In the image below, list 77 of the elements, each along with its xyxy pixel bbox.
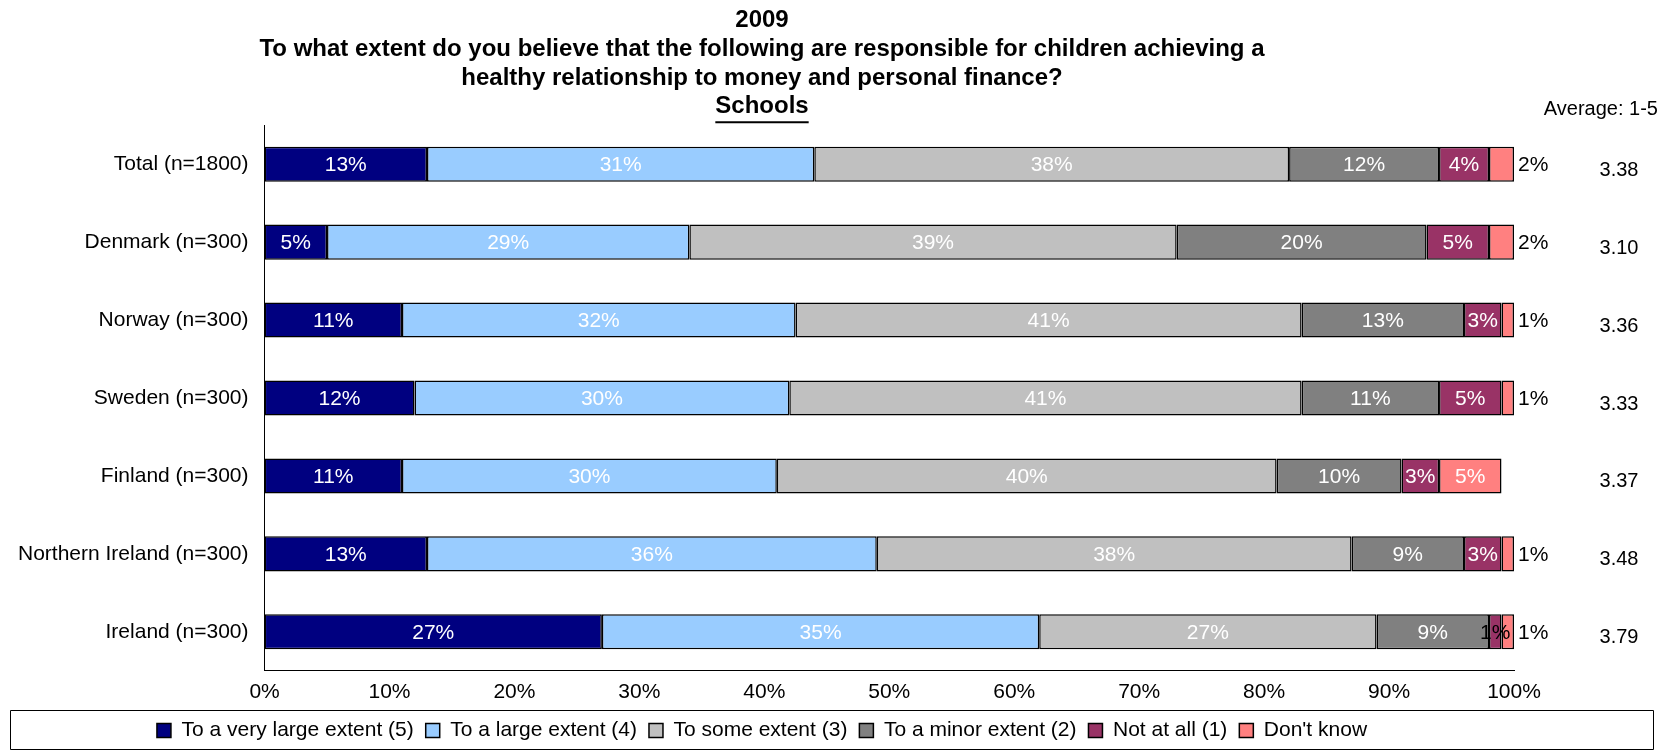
data-label: 13% — [324, 541, 367, 565]
data-label: 1% — [1518, 385, 1549, 409]
data-label: 10% — [1318, 463, 1361, 487]
data-label: 5% — [280, 229, 311, 253]
data-label: 39% — [911, 229, 955, 253]
data-label: 13% — [1361, 307, 1404, 331]
text: 3.33 — [1599, 391, 1639, 414]
data-label: 5% — [1455, 463, 1486, 487]
y-tick-label: Denmark (n=300) — [84, 228, 249, 252]
y-tick-label: Norway (n=300) — [98, 306, 249, 330]
data-label: 38% — [1093, 541, 1136, 565]
legend-label: To some extent (3) — [673, 717, 848, 741]
x-tick-label: 10% — [368, 679, 411, 703]
x-tick-label: 30% — [618, 679, 661, 703]
text: 3.37 — [1599, 469, 1639, 492]
data-label: 2% — [1518, 151, 1549, 175]
text: Average: 1-5 — [1543, 96, 1658, 119]
data-label: 32% — [577, 307, 620, 331]
data-label: 30% — [580, 385, 623, 409]
y-tick-label: Finland (n=300) — [100, 462, 249, 486]
data-label: 35% — [799, 619, 842, 643]
data-label: 3% — [1405, 463, 1436, 487]
legend-label: To a minor extent (2) — [883, 717, 1077, 741]
text: 3.10 — [1599, 235, 1639, 258]
data-label: 3% — [1467, 541, 1498, 565]
x-tick-label: 70% — [1118, 679, 1161, 703]
y-tick-label: Ireland (n=300) — [105, 618, 249, 642]
chart-subtitle: Schools — [715, 91, 809, 119]
legend-label: Not at all (1) — [1112, 717, 1228, 741]
legend-label: Don't know — [1263, 717, 1368, 741]
data-label: 11% — [1350, 385, 1391, 409]
y-tick-label: Total (n=1800) — [113, 150, 249, 174]
x-tick-label: 60% — [993, 679, 1036, 703]
x-tick-label: 100% — [1487, 679, 1541, 703]
data-label: 11% — [313, 463, 354, 487]
data-label: 1% — [1518, 619, 1549, 643]
legend-label: To a large extent (4) — [450, 717, 637, 741]
text: 2009 — [735, 5, 789, 33]
data-label: 31% — [599, 151, 642, 175]
data-label: 1% — [1518, 307, 1549, 331]
data-label: 41% — [1027, 307, 1070, 331]
data-label: 1% — [1518, 541, 1549, 565]
y-tick-label: Northern Ireland (n=300) — [17, 540, 249, 564]
text: 3.79 — [1599, 625, 1639, 648]
x-tick-label: 90% — [1368, 679, 1411, 703]
x-tick-label: 40% — [743, 679, 786, 703]
data-label: 20% — [1280, 229, 1323, 253]
data-label: 12% — [318, 385, 361, 409]
data-label: 3% — [1467, 307, 1498, 331]
data-label: 13% — [324, 151, 367, 175]
x-tick-label: 80% — [1243, 679, 1286, 703]
data-label: 11% — [313, 307, 354, 331]
data-label: 9% — [1392, 541, 1423, 565]
data-label: 40% — [1005, 463, 1048, 487]
data-label: 27% — [1186, 619, 1229, 643]
legend-label: To a very large extent (5) — [181, 717, 414, 741]
data-label: 41% — [1024, 385, 1067, 409]
text: 3.48 — [1599, 547, 1639, 570]
y-tick-label: Sweden (n=300) — [93, 384, 249, 408]
text: 3.36 — [1599, 313, 1639, 336]
data-label: 36% — [630, 541, 673, 565]
data-label: 5% — [1455, 385, 1486, 409]
data-label: 38% — [1030, 151, 1073, 175]
x-tick-label: 50% — [868, 679, 911, 703]
text: 3.38 — [1599, 157, 1639, 180]
data-label: 4% — [1448, 151, 1480, 175]
data-label: 27% — [412, 619, 455, 643]
x-tick-label: 20% — [493, 679, 536, 703]
data-label: 29% — [487, 229, 530, 253]
data-label: 30% — [568, 463, 611, 487]
text: healthy relationship to money and personal finance? — [461, 62, 1063, 90]
data-label: 9% — [1417, 619, 1448, 643]
x-tick-label: 0% — [249, 679, 280, 703]
text: To what extent do you believe that the following are responsible for children achieving a — [259, 33, 1265, 61]
data-label: 12% — [1343, 151, 1386, 175]
data-label: 2% — [1518, 229, 1549, 253]
data-label: 5% — [1442, 229, 1473, 253]
